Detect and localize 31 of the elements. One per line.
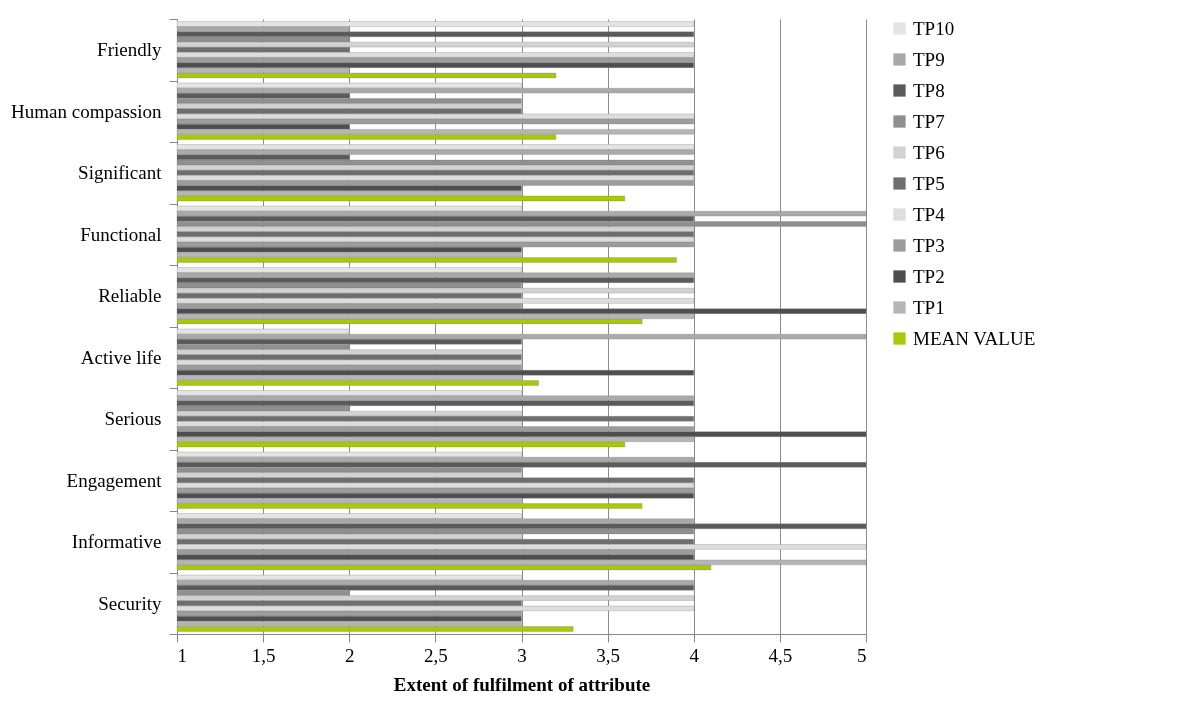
x-tick-label: 5 bbox=[857, 644, 867, 666]
x-tick-label: 2,5 bbox=[424, 644, 448, 666]
x-tick-label: 3,5 bbox=[596, 644, 620, 666]
x-tick-label: 1,5 bbox=[251, 644, 276, 666]
y-tick-label: Engagement bbox=[66, 469, 163, 491]
y-tick-label: Informative bbox=[71, 531, 162, 553]
legend-label: TP7 bbox=[913, 110, 945, 132]
legend-label: TP9 bbox=[913, 48, 945, 70]
y-tick-label: Serious bbox=[104, 408, 162, 430]
legend-label: TP2 bbox=[913, 265, 945, 287]
legend-label: TP6 bbox=[913, 141, 945, 163]
legend-label: MEAN VALUE bbox=[913, 327, 1036, 349]
x-tick-label: 3 bbox=[517, 644, 527, 666]
legend-label: TP5 bbox=[913, 172, 945, 194]
y-tick-label: Friendly bbox=[97, 39, 162, 61]
y-tick-label: Active life bbox=[80, 346, 162, 368]
legend-label: TP1 bbox=[913, 296, 945, 318]
x-tick-label: 4 bbox=[689, 644, 700, 666]
legend-label: TP10 bbox=[913, 17, 955, 39]
x-axis-title: Extent of fulfilment of attribute bbox=[393, 673, 651, 695]
y-tick-label: Reliable bbox=[98, 285, 162, 307]
legend-label: TP4 bbox=[913, 203, 946, 225]
y-tick-label: Human compassion bbox=[11, 100, 162, 122]
x-tick-label: 4,5 bbox=[768, 644, 793, 666]
y-tick-label: Functional bbox=[80, 223, 162, 245]
y-tick-label: Significant bbox=[78, 162, 163, 184]
legend-label: TP8 bbox=[913, 79, 945, 101]
legend-label: TP3 bbox=[913, 234, 945, 256]
y-tick-label: Security bbox=[98, 592, 162, 614]
x-tick-label: 1 bbox=[177, 644, 187, 666]
x-tick-label: 2 bbox=[345, 644, 355, 666]
